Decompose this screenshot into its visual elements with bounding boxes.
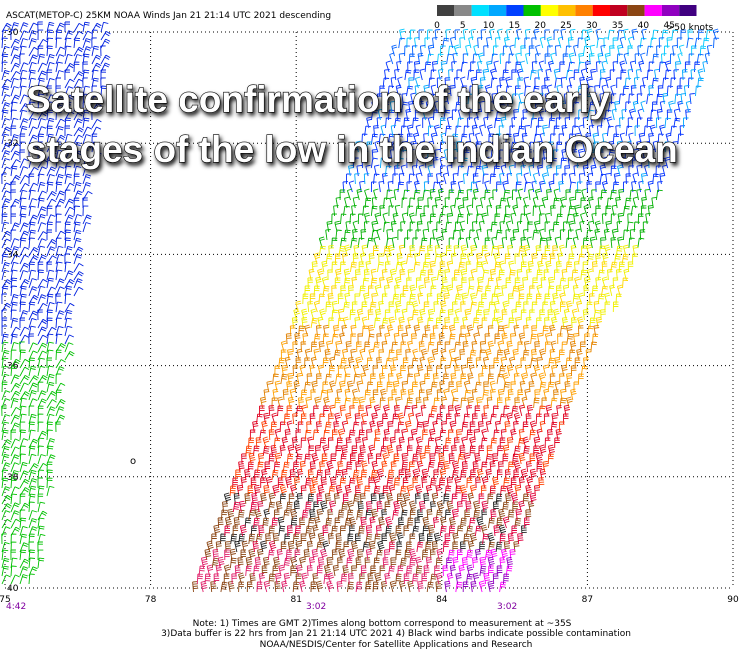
wind-barbs (259, 324, 600, 409)
caption-line: stages of the low in the Indian Ocean (26, 129, 678, 170)
scale-label: 0 (434, 21, 440, 31)
scale-swatch (644, 5, 662, 16)
scale-label: 25 (560, 21, 571, 31)
time-label: 3:02 (306, 602, 326, 612)
scale-label: 35 (612, 21, 623, 31)
note-line: NOAA/NESDIS/Center for Satellite Applica… (260, 640, 533, 650)
scale-swatch (558, 5, 576, 16)
scale-swatch (540, 5, 559, 16)
marker: o (130, 456, 136, 467)
wind-barbs (1, 21, 111, 345)
wind-barbs (348, 60, 708, 193)
wind-barbs (272, 324, 599, 409)
wind-barbs (1, 341, 75, 585)
wind-barbs (444, 548, 513, 593)
wind-barbs (192, 492, 535, 593)
scale-swatch (488, 5, 507, 16)
scale-swatch (627, 5, 645, 16)
scale-swatch (661, 5, 680, 16)
wind-barbs (399, 28, 713, 65)
time-label: 3:02 (497, 602, 517, 612)
lat-label: 34 (7, 250, 19, 260)
lat-label: 40 (7, 584, 19, 594)
lon-label: 81 (290, 595, 301, 605)
lon-label: 78 (145, 595, 157, 605)
lat-label: 36 (7, 362, 19, 372)
scale-label: 30 (586, 21, 598, 31)
scale-label: 40 (638, 21, 650, 31)
wind-barbs (295, 244, 629, 329)
lon-label: 90 (727, 595, 739, 605)
lon-label: 84 (436, 595, 448, 605)
lat-label: 32 (7, 139, 18, 149)
scale-swatch (575, 5, 593, 16)
scale-swatch (506, 5, 524, 16)
note-line: 3)Data buffer is 22 hrs from Jan 21 21:1… (161, 629, 631, 639)
wind-barbs (229, 404, 565, 497)
wind-barbs (232, 404, 570, 497)
wind-barbs (389, 28, 720, 65)
note-line: Note: 1) Times are GMT 2)Times along bot… (193, 619, 572, 629)
scale-end: >50 knots (667, 23, 714, 33)
scale-label: 45 (663, 21, 674, 31)
scale-label: 5 (460, 21, 466, 31)
header-title: ASCAT(METOP-C) 25KM NOAA Winds Jan 21 21… (6, 11, 331, 21)
scale-label: 15 (509, 21, 520, 31)
scale-swatch (592, 5, 610, 16)
wind-barbs (224, 492, 537, 553)
scale-swatch (437, 5, 455, 16)
lat-label: 30 (7, 28, 19, 38)
scale-swatch (610, 5, 628, 16)
scale-swatch (471, 5, 489, 16)
scale-swatch (679, 5, 697, 16)
time-label: 4:42 (6, 602, 26, 612)
wind-barbs (196, 548, 444, 593)
wind-barbs (318, 188, 663, 249)
wind-barbs (291, 244, 639, 329)
scale-label: 10 (483, 21, 495, 31)
scale-swatch (454, 5, 472, 16)
scale-swatch (523, 5, 541, 16)
wind-barbs (220, 492, 527, 553)
scale-label: 20 (534, 21, 546, 31)
caption-line: Satellite confirmation of the early (26, 79, 610, 120)
lon-label: 87 (582, 595, 593, 605)
lon-label: 75 (0, 595, 11, 605)
wind-barbs (442, 548, 516, 593)
